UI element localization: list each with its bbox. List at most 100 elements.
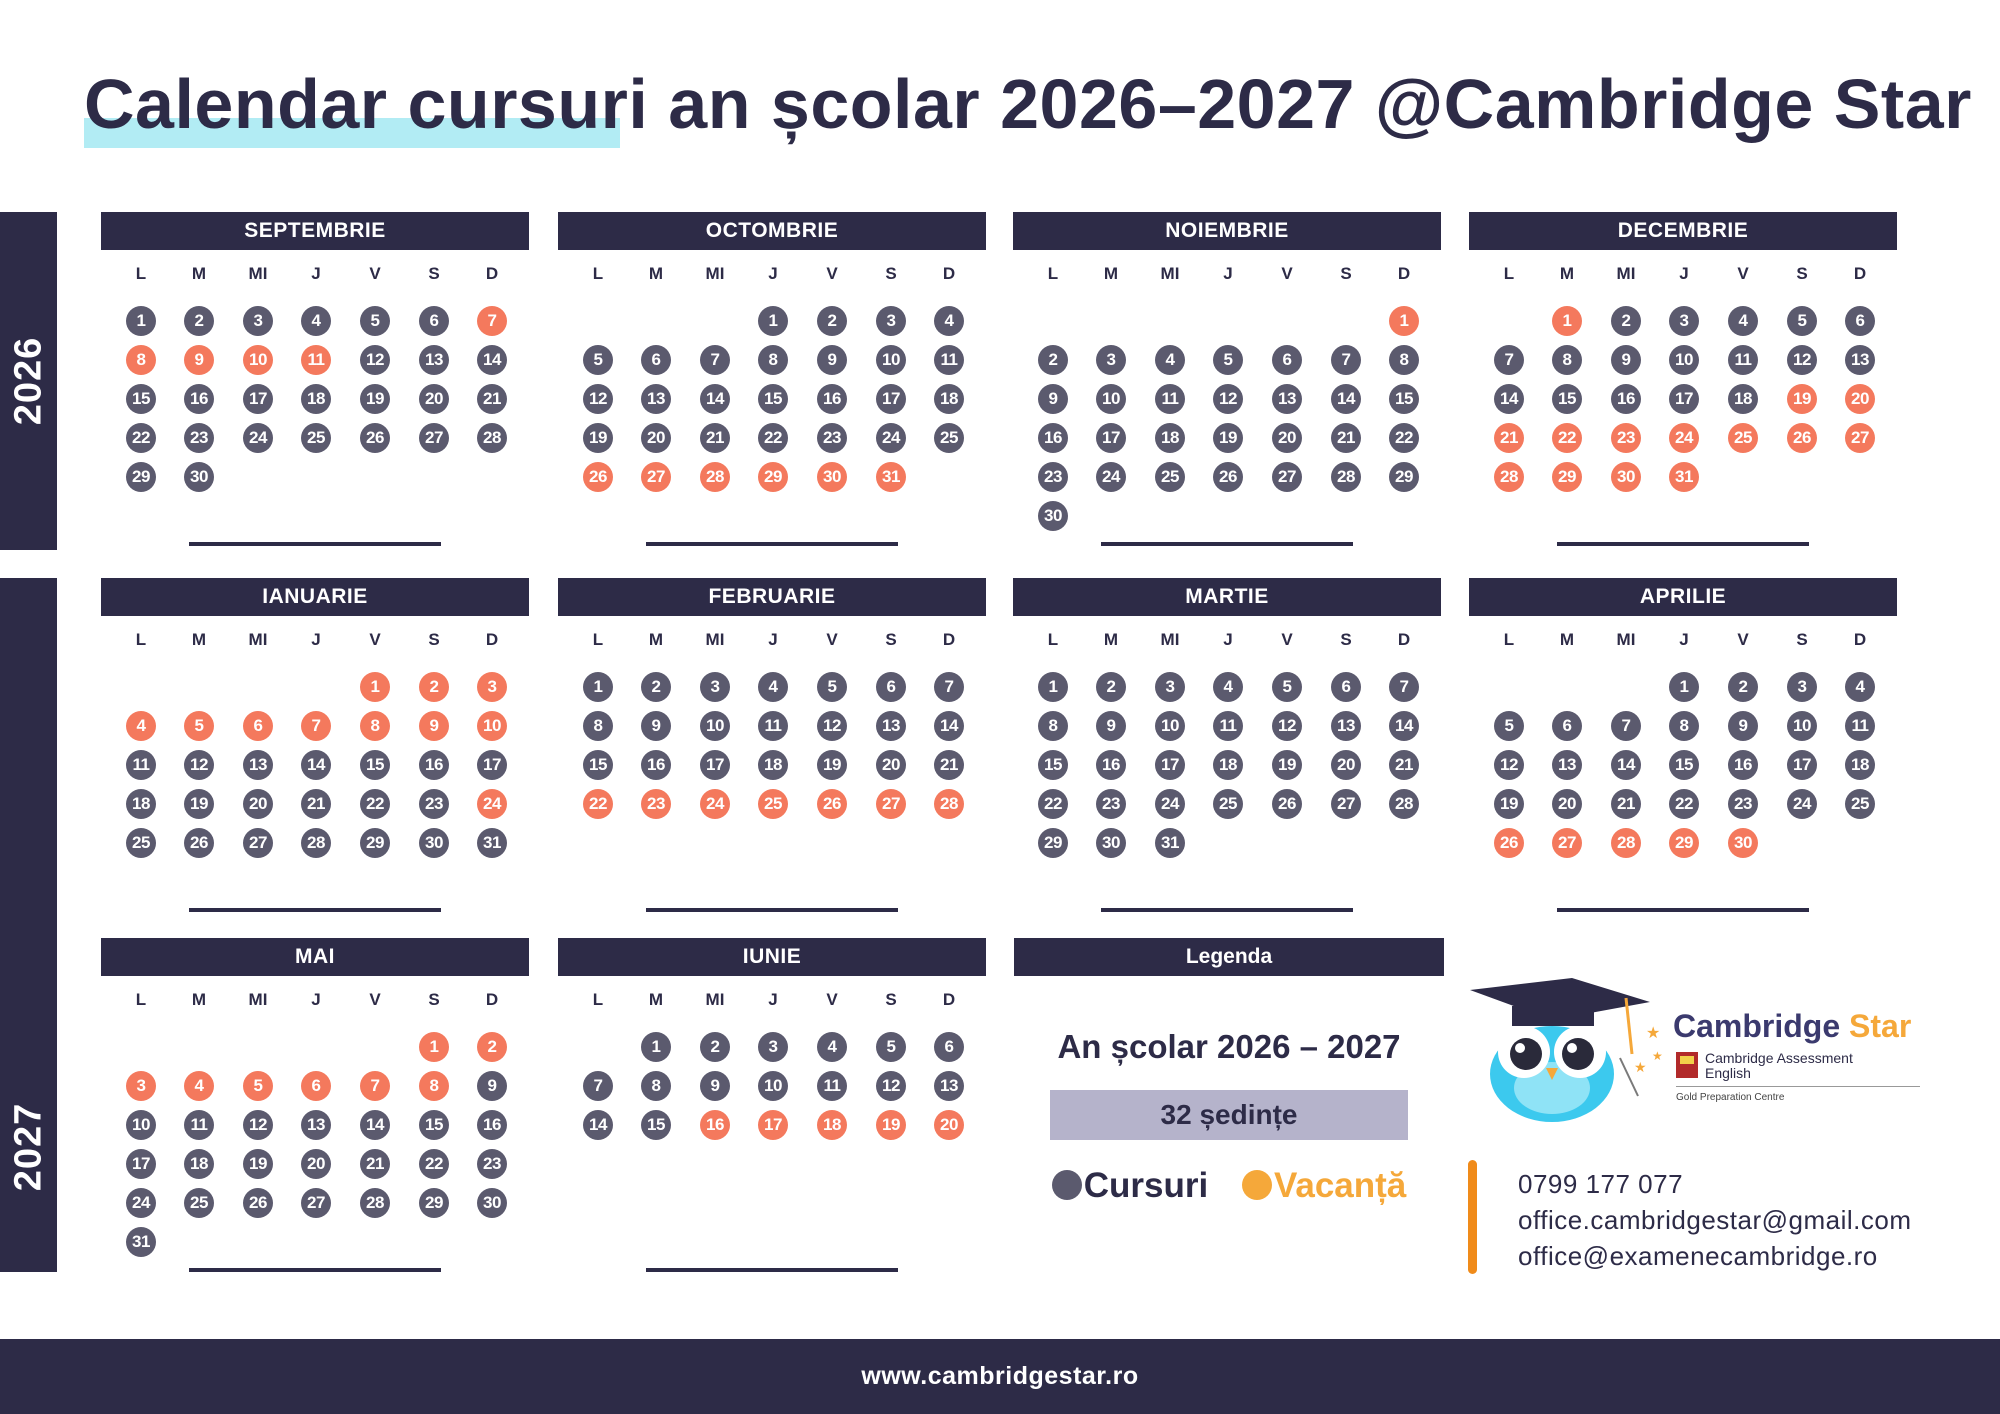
month-header: IANUARIE xyxy=(101,578,529,616)
course-day: 13 xyxy=(934,1071,964,1101)
course-day: 5 xyxy=(1787,306,1817,336)
course-day: 2 xyxy=(700,1032,730,1062)
course-day: 14 xyxy=(1494,384,1524,414)
course-day: 6 xyxy=(1272,345,1302,375)
footer-website-link[interactable]: www.cambridgestar.ro xyxy=(861,1362,1139,1390)
course-day: 2 xyxy=(641,672,671,702)
course-day: 5 xyxy=(583,345,613,375)
weekday-label: V xyxy=(369,264,381,283)
vacation-day: 28 xyxy=(1494,462,1524,492)
year-label-2026: 2026 xyxy=(7,336,49,426)
course-day: 2 xyxy=(1728,672,1758,702)
vacation-day: 19 xyxy=(876,1110,906,1140)
course-day: 11 xyxy=(126,750,156,780)
contact-email-1[interactable]: office.cambridgestar@gmail.com xyxy=(1518,1205,1912,1235)
weekday-label: M xyxy=(648,264,664,283)
course-day: 13 xyxy=(876,711,906,741)
title-rest: an școlar 2026–2027 @Cambridge Star xyxy=(668,65,1972,143)
vacation-day: 28 xyxy=(934,789,964,819)
vacation-day: 2 xyxy=(419,672,449,702)
vacation-day: 24 xyxy=(477,789,507,819)
course-day: 13 xyxy=(641,384,671,414)
vacation-day: 26 xyxy=(583,462,613,492)
course-day: 29 xyxy=(1389,462,1419,492)
course-day: 23 xyxy=(477,1149,507,1179)
vacation-day: 30 xyxy=(1611,462,1641,492)
course-day: 18 xyxy=(184,1149,214,1179)
year-label-2027: 2027 xyxy=(7,1102,49,1192)
course-day: 29 xyxy=(360,828,390,858)
course-day: 9 xyxy=(1728,711,1758,741)
course-day: 12 xyxy=(1213,384,1243,414)
weekday-label: S xyxy=(885,264,897,283)
course-day: 16 xyxy=(477,1110,507,1140)
vacation-dot-icon xyxy=(1241,1170,1272,1200)
weekday-label: MI xyxy=(1616,630,1636,649)
legend-vacation-label: Vacanță xyxy=(1273,1166,1407,1205)
course-day: 22 xyxy=(126,423,156,453)
contact-email-2[interactable]: office@examenecambridge.ro xyxy=(1518,1241,1878,1271)
course-day: 6 xyxy=(641,345,671,375)
weekday-label: V xyxy=(1281,264,1293,283)
course-day: 14 xyxy=(1611,750,1641,780)
course-day: 26 xyxy=(1213,462,1243,492)
course-day: 10 xyxy=(1096,384,1126,414)
vacation-day: 4 xyxy=(184,1071,214,1101)
footer: www.cambridgestar.ro xyxy=(0,1339,2000,1414)
weekday-label: S xyxy=(1796,264,1808,283)
course-day: 7 xyxy=(1611,711,1641,741)
course-day: 22 xyxy=(419,1149,449,1179)
course-day: 9 xyxy=(817,345,847,375)
course-day: 1 xyxy=(758,306,788,336)
contact-phone[interactable]: 0799 177 077 xyxy=(1518,1169,1684,1199)
month-underline xyxy=(189,1268,441,1272)
course-day: 2 xyxy=(1611,306,1641,336)
vacation-day: 19 xyxy=(1787,384,1817,414)
course-day: 6 xyxy=(1331,672,1361,702)
course-day: 19 xyxy=(184,789,214,819)
brand-name-part1: Cambridge xyxy=(1673,1008,1850,1044)
weekday-label: M xyxy=(191,990,207,1009)
course-day: 3 xyxy=(700,672,730,702)
course-day: 24 xyxy=(1155,789,1185,819)
weekday-label: L xyxy=(1047,264,1059,283)
legend-sessions: 32 ședințe xyxy=(1050,1090,1408,1140)
course-day: 2 xyxy=(1038,345,1068,375)
course-day: 8 xyxy=(1038,711,1068,741)
course-day: 24 xyxy=(1787,789,1817,819)
course-dot-icon xyxy=(1051,1170,1082,1200)
course-day: 26 xyxy=(243,1188,273,1218)
course-day: 8 xyxy=(758,345,788,375)
weekday-label: M xyxy=(191,264,207,283)
vacation-day: 3 xyxy=(477,672,507,702)
weekday-label: M xyxy=(648,990,664,1009)
course-day: 20 xyxy=(301,1149,331,1179)
vacation-day: 1 xyxy=(1552,306,1582,336)
course-day: 4 xyxy=(1845,672,1875,702)
vacation-day: 26 xyxy=(1787,423,1817,453)
course-day: 12 xyxy=(1494,750,1524,780)
course-day: 13 xyxy=(1845,345,1875,375)
course-day: 18 xyxy=(758,750,788,780)
course-day: 8 xyxy=(1552,345,1582,375)
course-day: 16 xyxy=(1096,750,1126,780)
course-day: 9 xyxy=(1611,345,1641,375)
course-day: 18 xyxy=(1845,750,1875,780)
course-day: 19 xyxy=(243,1149,273,1179)
course-day: 30 xyxy=(1096,828,1126,858)
course-day: 6 xyxy=(876,672,906,702)
course-day: 11 xyxy=(1213,711,1243,741)
course-day: 1 xyxy=(126,306,156,336)
course-day: 11 xyxy=(1845,711,1875,741)
vacation-day: 22 xyxy=(583,789,613,819)
course-day: 30 xyxy=(1038,501,1068,531)
course-day: 18 xyxy=(1728,384,1758,414)
legend-keys: Cursuri Vacanță xyxy=(1014,1166,1444,1206)
month-underline xyxy=(1101,542,1353,546)
course-day: 5 xyxy=(817,672,847,702)
vacation-day: 7 xyxy=(477,306,507,336)
course-day: 18 xyxy=(1213,750,1243,780)
course-day: 13 xyxy=(1331,711,1361,741)
weekday-label: D xyxy=(485,630,499,649)
course-day: 8 xyxy=(583,711,613,741)
